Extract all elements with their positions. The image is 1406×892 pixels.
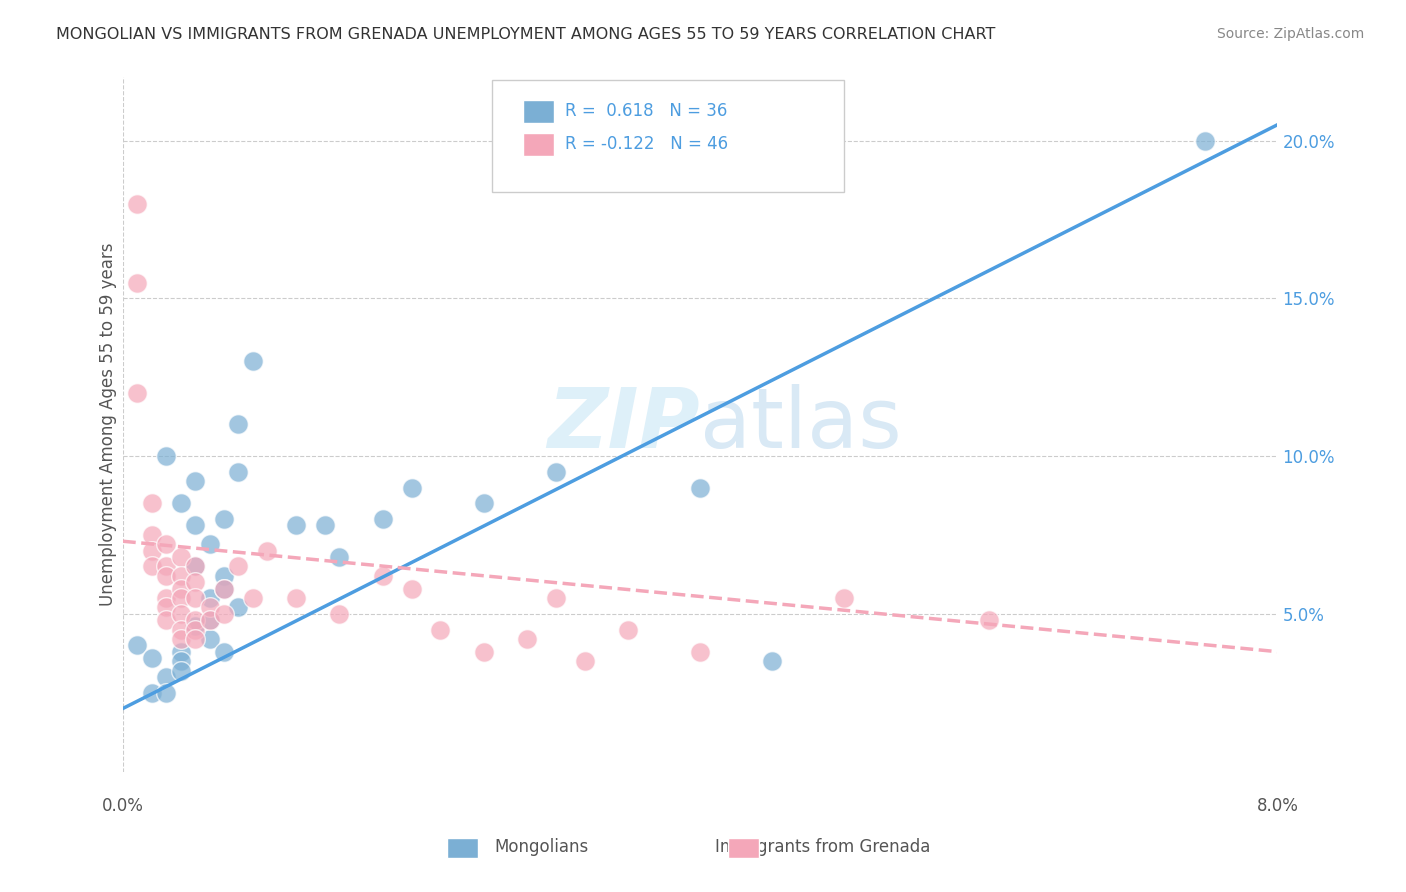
- Point: [401, 582, 423, 596]
- Point: [198, 613, 221, 627]
- Point: [141, 543, 163, 558]
- Point: [155, 449, 177, 463]
- Point: [169, 607, 191, 621]
- Text: Source: ZipAtlas.com: Source: ZipAtlas.com: [1216, 27, 1364, 41]
- Point: [198, 613, 221, 627]
- Point: [127, 276, 149, 290]
- Point: [212, 582, 235, 596]
- Point: [198, 632, 221, 646]
- Point: [169, 645, 191, 659]
- Point: [155, 686, 177, 700]
- Point: [617, 623, 640, 637]
- Point: [184, 559, 207, 574]
- Point: [169, 582, 191, 596]
- Point: [184, 559, 207, 574]
- Point: [285, 591, 308, 605]
- Point: [544, 591, 567, 605]
- Point: [155, 670, 177, 684]
- Y-axis label: Unemployment Among Ages 55 to 59 years: Unemployment Among Ages 55 to 59 years: [100, 243, 117, 607]
- Text: atlas: atlas: [700, 384, 901, 465]
- Point: [141, 496, 163, 510]
- Point: [198, 600, 221, 615]
- Point: [371, 512, 394, 526]
- Text: ZIP: ZIP: [547, 384, 700, 465]
- Point: [127, 638, 149, 652]
- Point: [198, 591, 221, 605]
- Point: [155, 591, 177, 605]
- Point: [689, 481, 711, 495]
- Point: [429, 623, 451, 637]
- Point: [328, 549, 350, 564]
- Point: [212, 645, 235, 659]
- Point: [169, 654, 191, 668]
- Point: [977, 613, 1000, 627]
- Point: [516, 632, 538, 646]
- Point: [472, 496, 495, 510]
- Point: [184, 623, 207, 637]
- Point: [212, 607, 235, 621]
- Point: [212, 512, 235, 526]
- Point: [472, 645, 495, 659]
- Point: [198, 537, 221, 551]
- Point: [155, 559, 177, 574]
- Point: [169, 623, 191, 637]
- Point: [141, 651, 163, 665]
- Point: [689, 645, 711, 659]
- Point: [169, 549, 191, 564]
- Point: [184, 475, 207, 489]
- Point: [184, 591, 207, 605]
- Point: [169, 496, 191, 510]
- Point: [127, 196, 149, 211]
- Point: [1194, 134, 1216, 148]
- Text: Mongolians: Mongolians: [494, 838, 589, 856]
- Text: R =  0.618   N = 36: R = 0.618 N = 36: [565, 102, 727, 120]
- Point: [574, 654, 596, 668]
- Point: [169, 569, 191, 583]
- Text: R = -0.122   N = 46: R = -0.122 N = 46: [565, 135, 728, 153]
- Point: [184, 619, 207, 633]
- Point: [314, 518, 336, 533]
- Point: [127, 386, 149, 401]
- Text: Immigrants from Grenada: Immigrants from Grenada: [714, 838, 931, 856]
- Point: [544, 465, 567, 479]
- Point: [155, 613, 177, 627]
- Point: [285, 518, 308, 533]
- Point: [228, 600, 250, 615]
- Point: [155, 569, 177, 583]
- Point: [401, 481, 423, 495]
- Point: [228, 417, 250, 432]
- Point: [155, 537, 177, 551]
- Point: [169, 632, 191, 646]
- Point: [228, 559, 250, 574]
- Point: [141, 559, 163, 574]
- Point: [212, 582, 235, 596]
- Point: [184, 613, 207, 627]
- Point: [228, 465, 250, 479]
- Text: MONGOLIAN VS IMMIGRANTS FROM GRENADA UNEMPLOYMENT AMONG AGES 55 TO 59 YEARS CORR: MONGOLIAN VS IMMIGRANTS FROM GRENADA UNE…: [56, 27, 995, 42]
- Point: [328, 607, 350, 621]
- Point: [141, 686, 163, 700]
- Point: [242, 591, 264, 605]
- Text: 0.0%: 0.0%: [103, 797, 143, 814]
- Point: [169, 664, 191, 678]
- Point: [242, 354, 264, 368]
- Point: [155, 600, 177, 615]
- Point: [184, 575, 207, 590]
- Point: [184, 518, 207, 533]
- Point: [141, 528, 163, 542]
- Point: [834, 591, 856, 605]
- Point: [761, 654, 783, 668]
- Point: [169, 591, 191, 605]
- Point: [256, 543, 278, 558]
- Point: [184, 632, 207, 646]
- Point: [371, 569, 394, 583]
- Point: [212, 569, 235, 583]
- Text: 8.0%: 8.0%: [1257, 797, 1298, 814]
